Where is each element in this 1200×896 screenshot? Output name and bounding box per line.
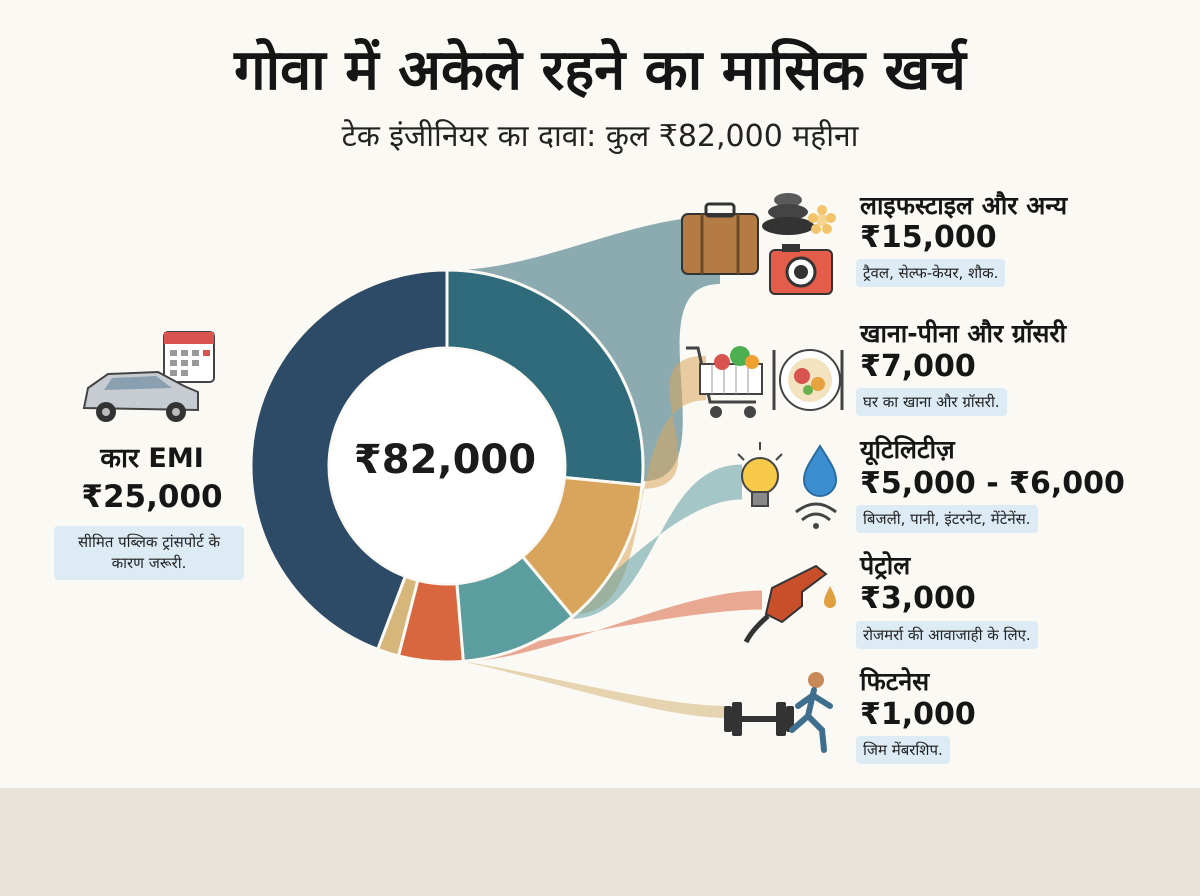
lifestyle-value: ₹15,000 — [860, 220, 997, 255]
car-emi-title: कार EMI — [100, 443, 204, 474]
food-note: घर का खाना और ग्रॉसरी. — [856, 388, 1007, 416]
car-icon — [82, 331, 215, 422]
ribbon-utilities — [467, 464, 742, 661]
page-subtitle: टेक इंजीनियर का दावा: कुल ₹82,000 महीना — [341, 119, 859, 154]
petrol-title: पेट्रोल — [860, 551, 911, 580]
utilities-title: यूटिलिटीज़ — [860, 435, 955, 464]
slice-lifestyle — [445, 268, 645, 487]
utilities-note: बिजली, पानी, इंटरनेट, मेंटेनेंस. — [856, 505, 1038, 533]
ribbon-food — [575, 355, 706, 614]
slice-car_emi — [249, 268, 449, 652]
page-title: गोवा में अकेले रहने का मासिक खर्च — [234, 38, 966, 103]
donut-hole — [330, 349, 564, 583]
travel-selfcare-icon — [681, 193, 836, 295]
car-emi-value: ₹25,000 — [81, 479, 223, 515]
petrol-note: रोजमर्रा की आवाजाही के लिए. — [856, 621, 1038, 649]
fitness-icon — [724, 672, 833, 753]
utilities-icon — [737, 442, 838, 529]
bottom-band — [0, 788, 1200, 896]
car-emi-note: सीमित पब्लिक ट्रांसपोर्ट के कारण जरूरी. — [54, 526, 244, 580]
ribbon-petrol — [402, 590, 762, 662]
fitness-value: ₹1,000 — [860, 697, 976, 732]
food-title: खाना-पीना और ग्रॉसरी — [860, 319, 1067, 348]
center-total-label: ₹82,000 — [353, 437, 537, 483]
fitness-note: जिम मेंबरशिप. — [856, 736, 950, 764]
lifestyle-title: लाइफस्टाइल और अन्य — [860, 191, 1068, 220]
petrol-value: ₹3,000 — [860, 581, 976, 616]
car-emi-block: कार EMI ₹25,000 — [52, 438, 252, 515]
lifestyle-note: ट्रैवल, सेल्फ-केयर, शौक. — [856, 259, 1006, 287]
grocery-cart-icon — [686, 346, 844, 418]
food-value: ₹7,000 — [860, 349, 976, 384]
utilities-value: ₹5,000 - ₹6,000 — [860, 466, 1125, 501]
fuel-nozzle-icon — [743, 564, 836, 644]
ribbon-fitness — [381, 650, 728, 718]
fitness-title: फिटनेस — [860, 667, 930, 696]
